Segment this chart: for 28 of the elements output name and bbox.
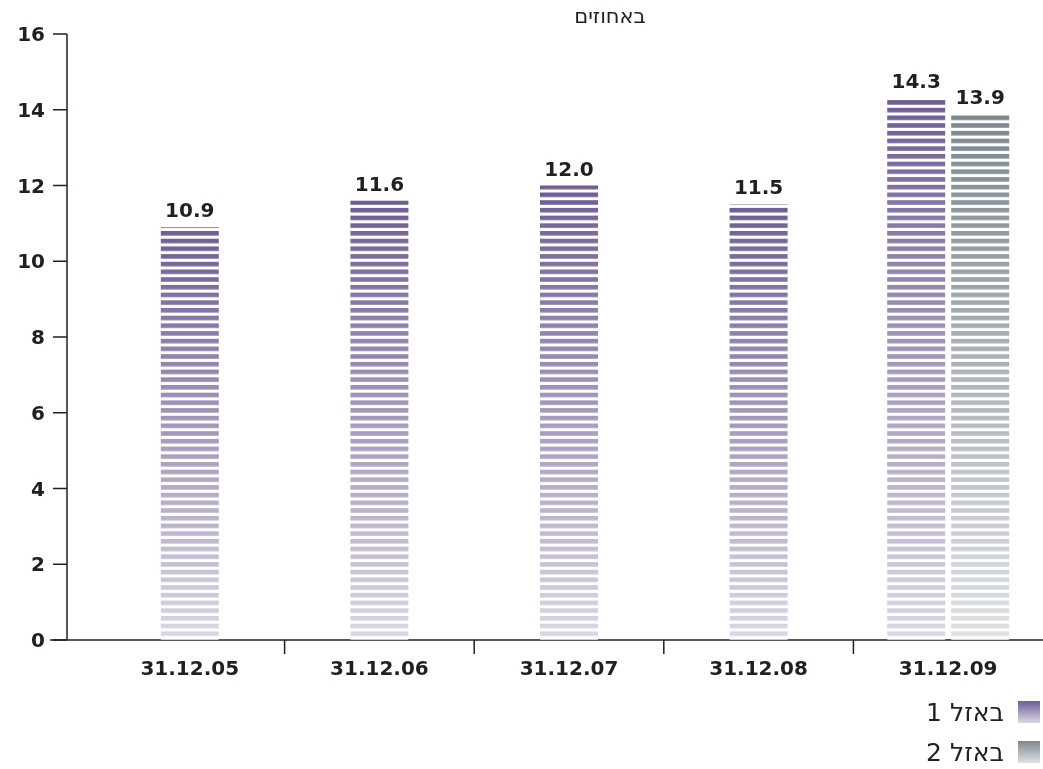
legend-label: באזל 2 [926,738,1004,767]
x-tick-label: 31.12.06 [330,656,429,680]
x-tick-label: 31.12.09 [898,656,998,680]
x-tick-label: 31.12.07 [519,656,619,680]
y-tick-label: 12 [17,173,45,198]
y-tick-label: 10 [17,249,45,274]
bar [729,204,788,640]
y-tick-label: 14 [17,97,45,122]
y-tick-label: 0 [31,628,45,652]
bar [540,185,598,640]
data-label: 12.0 [544,156,594,181]
chart-title: באחוזים [574,4,646,28]
y-tick-label: 4 [31,476,45,501]
y-tick-label: 8 [31,325,45,349]
x-tick-label: 31.12.05 [140,656,240,680]
bar [951,113,1010,640]
bar [160,227,219,640]
x-tick-label: 31.12.08 [709,656,808,680]
bar [350,200,409,640]
data-label: 11.6 [354,171,405,196]
legend-label: באזל 1 [926,698,1004,727]
data-label: 14.3 [891,69,941,94]
data-label: 10.9 [165,198,215,223]
y-tick-label: 6 [31,400,45,425]
y-tick-label: 2 [31,552,45,577]
data-label: 13.9 [955,84,1005,109]
y-tick-label: 16 [17,22,45,46]
data-label: 11.5 [733,175,784,200]
